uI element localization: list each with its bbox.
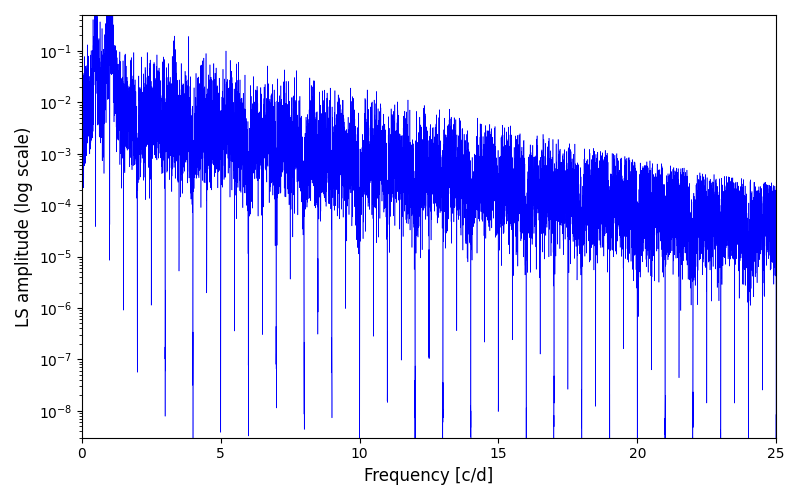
X-axis label: Frequency [c/d]: Frequency [c/d] [364,467,494,485]
Y-axis label: LS amplitude (log scale): LS amplitude (log scale) [15,126,33,326]
